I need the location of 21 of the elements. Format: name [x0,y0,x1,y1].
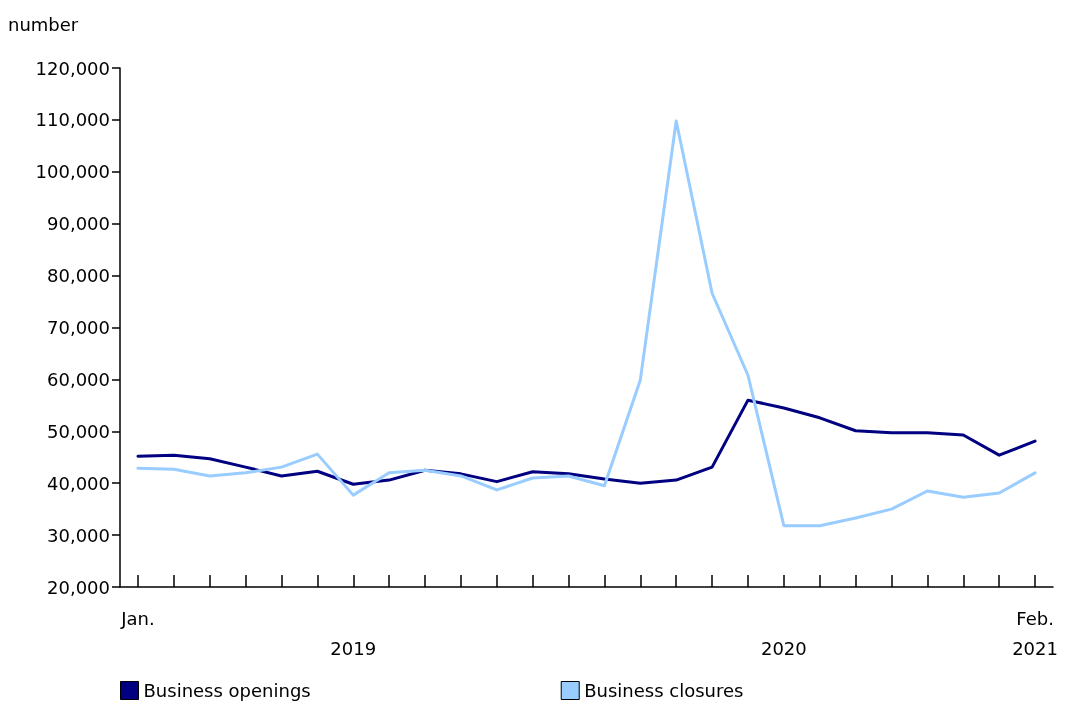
line-series [136,119,1037,528]
text: 2019 [330,637,377,659]
text: 2021 [1012,637,1058,659]
legend-label: Business openings [143,680,311,701]
x-tick-label: Jan. [120,607,155,629]
text: 2020 [760,637,807,659]
y-tick-label: 40,000 [47,472,110,494]
y-tick-label: 110,000 [35,109,110,131]
x-tick-label: Feb. [1016,607,1054,629]
y-tick-label: 100,000 [35,161,110,183]
line-series [136,398,1037,486]
y-axis-title: number [8,13,79,35]
legend-label: Business closures [584,680,744,701]
y-tick-label: 120,000 [35,57,110,79]
y-tick-label: 50,000 [47,420,110,442]
y-tick-label: 30,000 [47,524,110,546]
y-tick-label: 60,000 [47,368,110,390]
y-tick-label: 70,000 [47,317,110,338]
y-tick-label: 80,000 [47,265,110,287]
y-tick-label: 20,000 [47,576,110,598]
y-tick-label: 90,000 [47,213,110,235]
